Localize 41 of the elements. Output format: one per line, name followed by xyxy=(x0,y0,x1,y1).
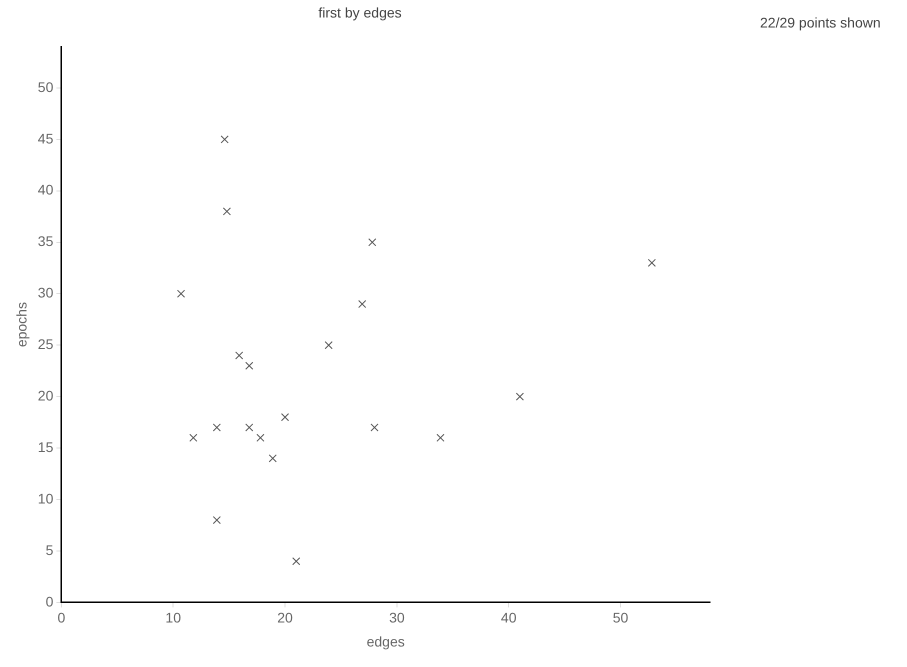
y-tick-label: 0 xyxy=(46,593,54,610)
point xyxy=(177,290,186,298)
point xyxy=(256,434,264,442)
point xyxy=(212,423,221,432)
y-tick-label: 25 xyxy=(38,336,54,352)
point xyxy=(245,423,254,432)
point xyxy=(324,341,333,350)
y-tick-label: 15 xyxy=(38,438,54,455)
point xyxy=(268,454,277,462)
point xyxy=(235,351,244,360)
text: 22/29 points shown xyxy=(760,14,881,31)
point xyxy=(222,207,231,216)
point xyxy=(516,392,524,401)
point xyxy=(220,135,229,144)
point xyxy=(358,300,366,308)
x-tick-label: 50 xyxy=(612,610,629,626)
point xyxy=(189,434,198,442)
y-tick-label: 30 xyxy=(38,284,54,301)
x-tick-label: 40 xyxy=(500,610,517,626)
point xyxy=(281,413,290,422)
y-tick-label: 40 xyxy=(38,182,54,198)
y-tick-label: 45 xyxy=(38,130,54,146)
y-tick-label: 20 xyxy=(38,387,54,404)
chart-title: first by edges xyxy=(318,4,402,20)
y-tick-label: 10 xyxy=(38,490,54,506)
y-tick-label: 50 xyxy=(38,78,54,95)
x-tick-label: 0 xyxy=(57,610,66,626)
point xyxy=(368,238,376,246)
point xyxy=(292,557,300,566)
x-axis-title: edges xyxy=(366,633,405,650)
x-tick-label: 30 xyxy=(389,610,405,626)
point xyxy=(245,362,254,370)
x-tick-label: 20 xyxy=(277,610,294,626)
y-tick-label: 35 xyxy=(38,233,54,250)
point xyxy=(370,423,379,432)
point xyxy=(648,258,656,267)
y-axis-title: epochs xyxy=(13,302,30,348)
y-tick-label: 5 xyxy=(46,542,54,558)
x-tick-label: 10 xyxy=(165,610,182,626)
point xyxy=(212,516,221,524)
point xyxy=(436,434,445,442)
